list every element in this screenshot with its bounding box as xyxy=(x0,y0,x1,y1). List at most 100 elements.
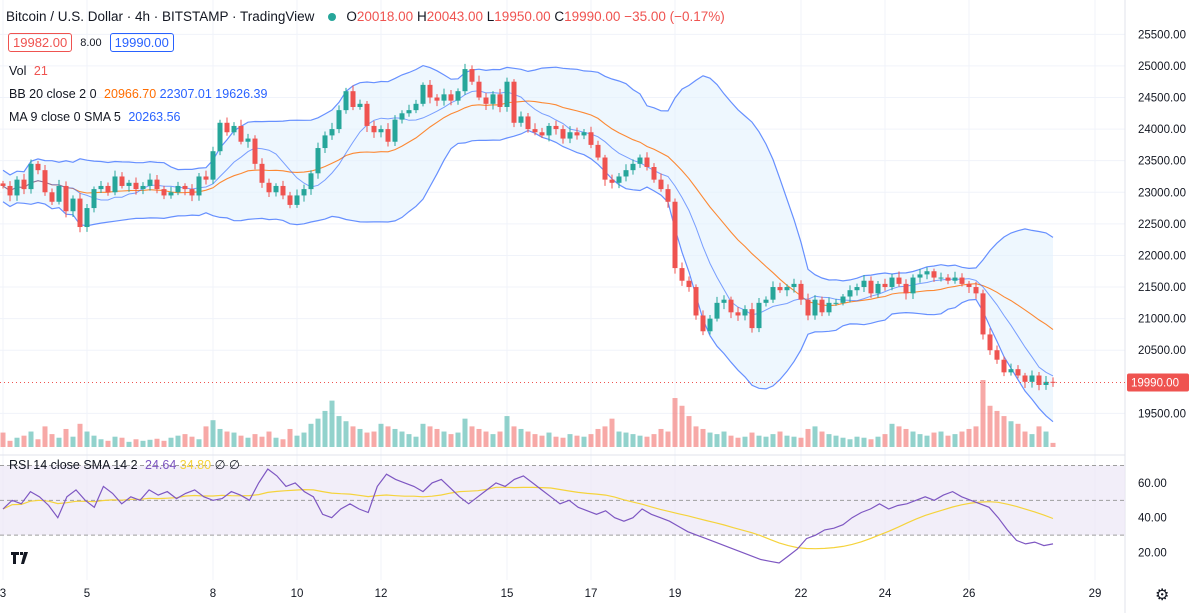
candle-body xyxy=(840,296,846,303)
candle-body xyxy=(14,179,20,196)
volume-bar xyxy=(581,436,587,447)
candle-body xyxy=(728,299,734,313)
volume-bar xyxy=(84,431,90,447)
last-price-label: 19990.00 xyxy=(1131,377,1179,389)
volume-bar xyxy=(896,426,902,447)
volume-bar xyxy=(133,439,139,447)
candle-body xyxy=(630,163,636,171)
bb-legend[interactable]: BB 20 close 2 0 20966.70 22307.01 19626.… xyxy=(9,87,267,101)
trade-buttons: 19982.00 8.00 19990.00 xyxy=(8,33,174,52)
candle-body xyxy=(140,185,146,190)
volume-bar xyxy=(350,426,356,447)
bb-fill xyxy=(3,65,1053,422)
volume-bar xyxy=(882,434,888,447)
volume-bar xyxy=(798,437,804,447)
volume-bar xyxy=(875,436,881,447)
candle-body xyxy=(903,283,909,294)
volume-bar xyxy=(826,434,832,447)
volume-bar xyxy=(161,440,167,447)
volume-bar xyxy=(427,426,433,447)
gear-icon[interactable]: ⚙ xyxy=(1155,587,1170,604)
volume-legend-name: Vol xyxy=(9,64,27,78)
volume-bar xyxy=(385,426,391,447)
volume-bar xyxy=(196,439,202,447)
candle-body xyxy=(203,176,209,180)
candle-body xyxy=(518,116,524,123)
candle-body xyxy=(882,283,888,288)
volume-bar xyxy=(413,436,419,447)
tradingview-logo-icon[interactable] xyxy=(10,550,32,571)
candle-body xyxy=(126,182,132,186)
volume-bar xyxy=(189,436,195,447)
candle-body xyxy=(42,170,48,193)
candle-body xyxy=(735,312,741,316)
volume-legend[interactable]: Vol 21 xyxy=(9,64,48,78)
candle-body xyxy=(924,271,930,275)
candle-body xyxy=(343,91,349,111)
volume-bar xyxy=(455,432,461,447)
volume-bar xyxy=(749,432,755,447)
candle-body xyxy=(868,280,874,294)
volume-bar xyxy=(959,431,965,447)
candle-body xyxy=(98,185,104,190)
candle-body xyxy=(0,183,6,186)
volume-bar xyxy=(665,431,671,447)
candle-body xyxy=(357,103,363,107)
volume-bar xyxy=(0,432,6,447)
candle-body xyxy=(196,176,202,196)
candle-body xyxy=(742,309,748,316)
volume-bar xyxy=(392,428,398,447)
volume-bar xyxy=(364,432,370,447)
candle-body xyxy=(567,132,573,139)
ma-legend[interactable]: MA 9 close 0 SMA 5 20263.56 xyxy=(9,110,180,124)
volume-bar xyxy=(336,416,342,447)
volume-bar xyxy=(588,434,594,447)
volume-bar xyxy=(868,439,874,447)
rsi-pane xyxy=(0,464,1125,564)
ohlc-low-label: L xyxy=(486,9,495,24)
candle-body xyxy=(896,277,902,284)
candle-body xyxy=(105,185,111,193)
price-tick-label: 22500.00 xyxy=(1138,219,1186,231)
candle-body xyxy=(175,185,181,193)
volume-bar xyxy=(434,428,440,447)
status-dot-icon xyxy=(328,12,337,21)
rsi-legend[interactable]: RSI 14 close SMA 14 2 24.64 34.80 ∅ ∅ xyxy=(9,457,240,472)
candle-body xyxy=(847,290,853,297)
volume-bar xyxy=(56,437,62,447)
volume-bar xyxy=(679,405,685,447)
candle-body xyxy=(294,195,300,205)
price-tick-label: 25500.00 xyxy=(1138,29,1186,41)
volume-bar xyxy=(637,435,643,447)
candle-body xyxy=(259,163,265,183)
candle-body xyxy=(392,119,398,142)
candle-body xyxy=(665,189,671,202)
candle-body xyxy=(1015,369,1021,376)
candle-body xyxy=(364,103,370,126)
sell-price-button[interactable]: 19982.00 xyxy=(8,33,73,52)
buy-price-button[interactable]: 19990.00 xyxy=(109,33,174,52)
candle-body xyxy=(511,81,517,123)
volume-bar xyxy=(966,428,972,447)
volume-bar xyxy=(686,416,692,447)
volume-bar xyxy=(231,432,237,447)
candle-body xyxy=(854,287,860,291)
volume-bar xyxy=(553,436,559,447)
rsi-line xyxy=(2,468,1054,564)
volume-bar xyxy=(525,431,531,447)
time-tick-label: 15 xyxy=(501,588,514,600)
volume-bar xyxy=(238,435,244,447)
candle-body xyxy=(805,299,811,316)
candle-body xyxy=(784,287,790,291)
volume-bar xyxy=(945,435,951,447)
candle-body xyxy=(70,198,76,212)
candle-body xyxy=(490,94,496,104)
rsi-tick-label: 20.00 xyxy=(1138,548,1167,560)
candle-body xyxy=(63,185,69,212)
volume-bar xyxy=(518,428,524,447)
ma-line xyxy=(2,90,1054,377)
candle-body xyxy=(448,94,454,101)
ohlc-high-value: 20043.00 xyxy=(426,9,484,24)
volume-bar xyxy=(49,434,55,447)
